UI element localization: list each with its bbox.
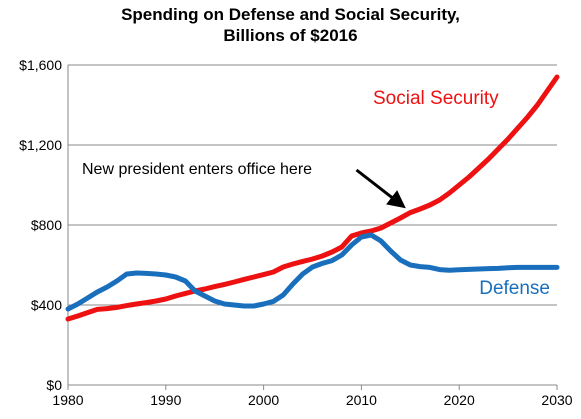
annotation-text: New president enters office here (82, 161, 312, 178)
series-label-social-security: Social Security (373, 88, 499, 109)
series-line-social-security (65, 74, 560, 322)
y-tick-label: $1,200 (19, 137, 62, 153)
x-tick-label: 2030 (541, 392, 572, 408)
y-tick-label: $0 (46, 377, 62, 393)
x-tick-label: 1990 (150, 392, 181, 408)
x-tick-label: 2010 (346, 392, 377, 408)
annotation-arrow (355, 168, 406, 209)
y-tick-label: $800 (31, 217, 62, 233)
x-tick-label: 1980 (52, 392, 83, 408)
chart-title-line1: Spending on Defense and Social Security, (121, 5, 460, 24)
chart-title-line2: Billions of $2016 (223, 26, 358, 45)
y-tick-label: $1,600 (19, 57, 62, 73)
series-line-defense (65, 232, 560, 312)
series-label-defense: Defense (479, 278, 550, 299)
x-tick-label: 2020 (444, 392, 475, 408)
x-tick-label: 2000 (248, 392, 279, 408)
chart-title: Spending on Defense and Social Security,… (0, 4, 581, 46)
y-tick-label: $400 (31, 297, 62, 313)
